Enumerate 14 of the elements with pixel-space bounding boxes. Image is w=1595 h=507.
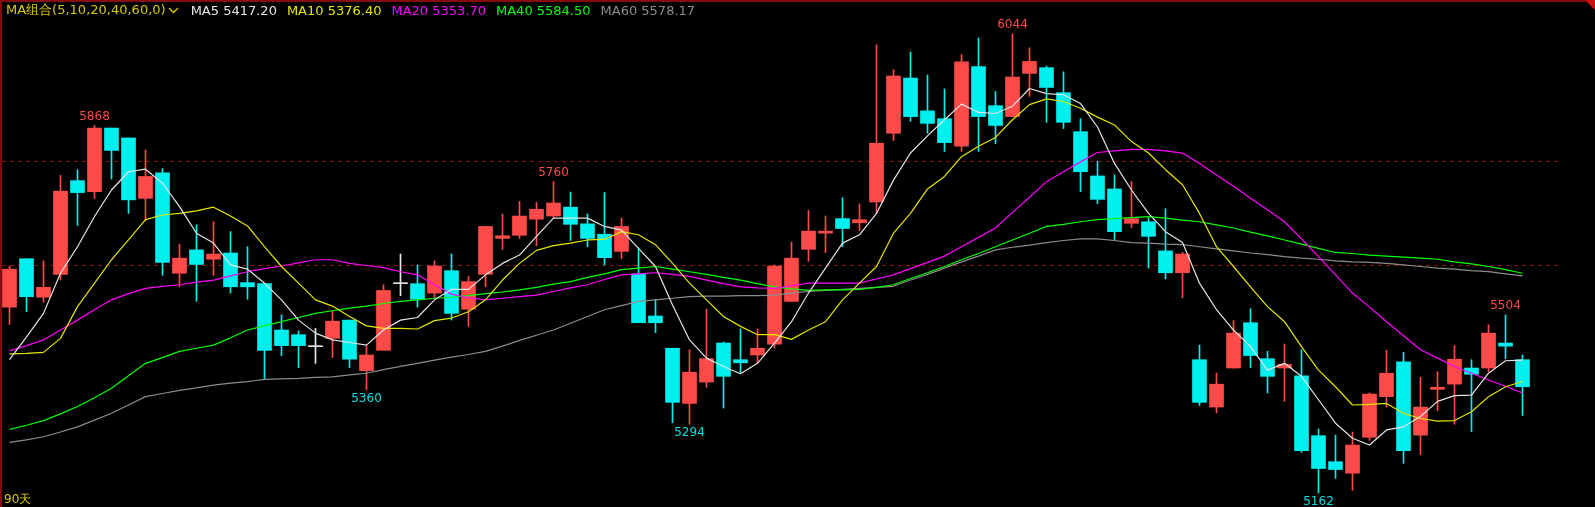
text: MA60 5578.17 [600,2,696,18]
text: 5868 [79,108,110,123]
text: 5294 [674,425,705,440]
text: 5360 [351,391,382,405]
text: 5162 [1303,494,1334,507]
text: 6044 [997,16,1028,31]
text: 5760 [538,164,569,179]
text: MA10 5376.40 [286,2,382,18]
chart-title: MA组合(5,10,20,40,60,0) [6,1,166,19]
annotation: 90天 [4,492,32,507]
text: MA20 5353.70 [391,2,486,18]
text: MA5 5417.20 [190,2,277,18]
text: MA40 5584.50 [496,2,591,18]
text: 5504 [1490,298,1521,313]
